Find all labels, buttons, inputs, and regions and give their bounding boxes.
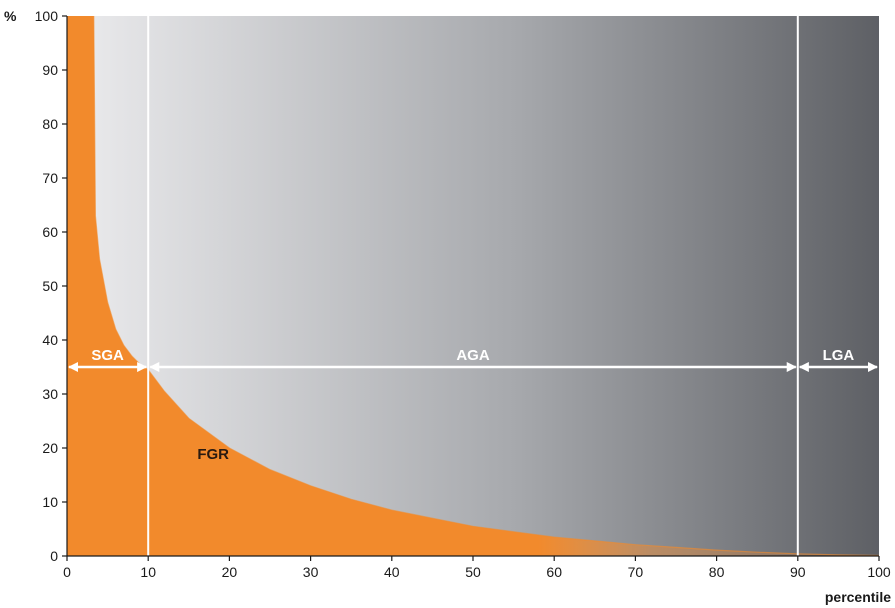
reference-lines <box>147 16 799 556</box>
y-tick-label-50: 50 <box>42 278 58 294</box>
fgr-curve-edge <box>93 15 880 557</box>
x-tick-label-100: 100 <box>867 564 891 580</box>
x-tick-label-60: 60 <box>546 564 562 580</box>
x-ticks: 0 10 20 30 40 50 60 70 80 90 100 <box>63 556 891 580</box>
y-tick-label-90: 90 <box>42 62 58 78</box>
y-axis-title: % <box>4 8 17 24</box>
x-tick-label-10: 10 <box>140 564 156 580</box>
y-tick-label-80: 80 <box>42 116 58 132</box>
y-tick-label-60: 60 <box>42 224 58 240</box>
y-ticks: 0 10 20 30 40 50 60 70 80 90 100 <box>35 8 67 564</box>
x-tick-label-0: 0 <box>63 564 71 580</box>
axes: 0 10 20 30 40 50 60 70 80 90 100 0 10 20 30 40 50 60 70 80… <box>35 8 891 580</box>
x-tick-label-90: 90 <box>790 564 806 580</box>
aga-label: AGA <box>456 347 490 364</box>
y-tick-label-10: 10 <box>42 494 58 510</box>
y-tick-label-70: 70 <box>42 170 58 186</box>
x-tick-label-70: 70 <box>628 564 644 580</box>
lga-label: LGA <box>823 347 855 364</box>
x-tick-label-30: 30 <box>303 564 319 580</box>
x-tick-label-40: 40 <box>384 564 400 580</box>
x-axis-title: percentile <box>825 589 891 605</box>
fgr-label: FGR <box>197 446 229 463</box>
y-tick-label-20: 20 <box>42 440 58 456</box>
y-tick-label-40: 40 <box>42 332 58 348</box>
x-tick-label-50: 50 <box>465 564 481 580</box>
y-tick-label-30: 30 <box>42 386 58 402</box>
y-tick-label-0: 0 <box>50 548 58 564</box>
sga-label: SGA <box>91 347 124 364</box>
x-tick-label-20: 20 <box>222 564 238 580</box>
x-tick-label-80: 80 <box>709 564 725 580</box>
region-labels: SGA AGA LGA <box>91 347 854 364</box>
y-tick-label-100: 100 <box>35 8 59 24</box>
